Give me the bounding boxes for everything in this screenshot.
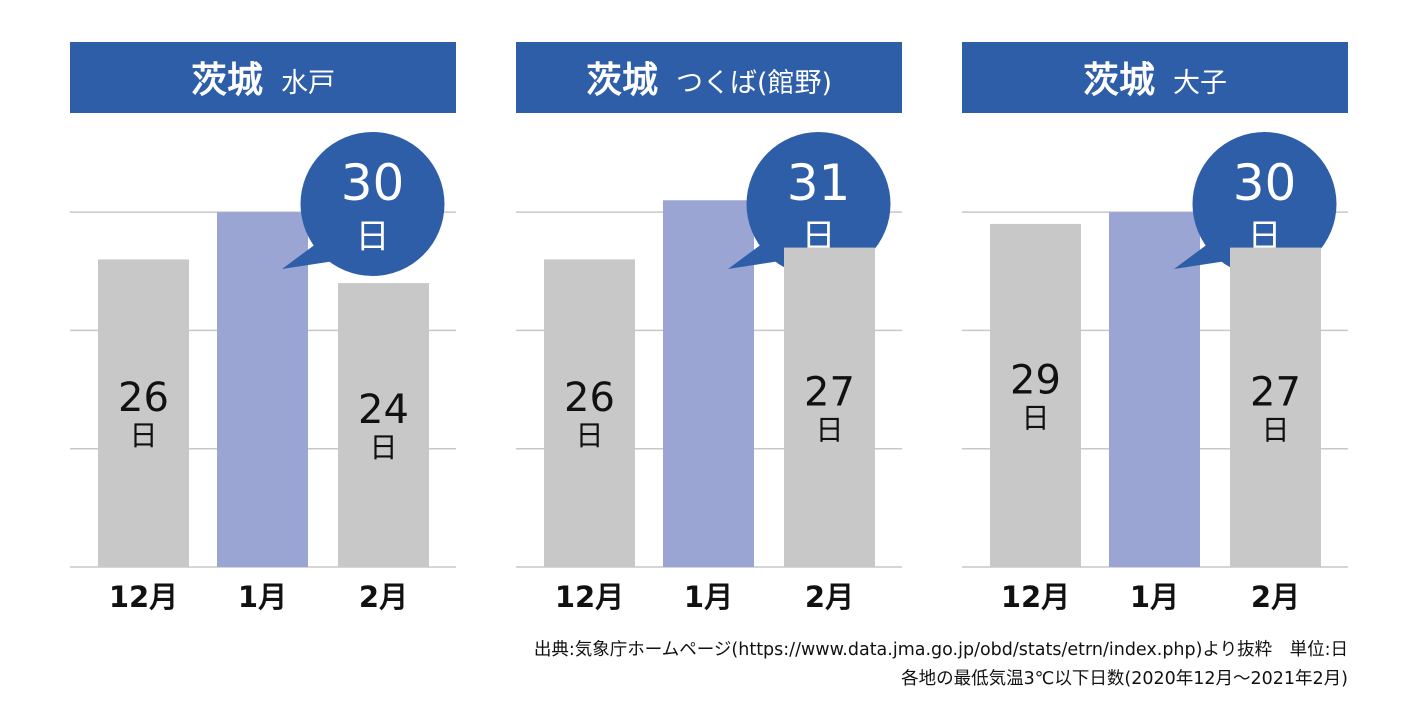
panel-title-prefecture: 茨城	[191, 60, 263, 101]
chart-caption: 各地の最低気温3℃以下日数(2020年12月〜2021年2月)	[901, 669, 1348, 689]
x-tick-label: 1月	[238, 580, 287, 614]
data-label-unit: 日	[575, 419, 603, 452]
panel-title-bar	[70, 42, 456, 113]
x-tick-label: 12月	[1001, 580, 1070, 614]
panel-title: 茨城 つくば(館野)	[586, 60, 832, 101]
data-label: 26	[118, 375, 169, 421]
highlight-bubble	[1192, 132, 1337, 276]
data-label-unit: 日	[369, 431, 397, 464]
bar	[663, 200, 754, 567]
highlight-data-label: 30	[1233, 154, 1297, 212]
bar	[544, 259, 635, 567]
panel-title-location: 水戸	[281, 68, 335, 99]
highlight-bubble	[300, 132, 445, 276]
bar	[98, 259, 189, 567]
highlight-data-label: 31	[787, 154, 851, 212]
highlight-data-label-unit: 日	[356, 217, 390, 257]
panel-title-location: 大子	[1173, 68, 1227, 99]
highlight-data-label: 30	[341, 154, 405, 212]
bar	[338, 283, 429, 567]
bar	[784, 247, 875, 567]
data-label: 26	[564, 375, 615, 421]
data-label-unit: 日	[1021, 401, 1049, 434]
x-tick-label: 12月	[555, 580, 624, 614]
bar	[1230, 247, 1321, 567]
x-tick-label: 1月	[1130, 580, 1179, 614]
data-label-unit: 日	[815, 413, 843, 446]
panel-title-bar	[516, 42, 902, 113]
x-tick-label: 2月	[359, 580, 408, 614]
x-tick-label: 2月	[1251, 580, 1300, 614]
data-label: 24	[358, 387, 409, 433]
highlight-bubble	[746, 132, 891, 276]
panel-title: 茨城 大子	[1083, 60, 1227, 101]
bar	[990, 223, 1081, 567]
panel-title-bar	[962, 42, 1348, 113]
panel-title-prefecture: 茨城	[1083, 60, 1155, 101]
data-label: 29	[1010, 357, 1061, 403]
panel-title: 茨城 水戸	[191, 60, 335, 101]
source-note: 出典:気象庁ホームページ(https://www.data.jma.go.jp/…	[534, 640, 1348, 660]
x-tick-label: 1月	[684, 580, 733, 614]
data-label: 27	[804, 369, 855, 415]
x-tick-label: 2月	[805, 580, 854, 614]
data-label: 27	[1250, 369, 1301, 415]
data-label-unit: 日	[1261, 413, 1289, 446]
data-label-unit: 日	[129, 419, 157, 452]
panel-title-prefecture: 茨城	[586, 60, 658, 101]
x-tick-label: 12月	[109, 580, 178, 614]
panel-title-location: つくば(館野)	[676, 68, 832, 99]
bar	[217, 212, 308, 567]
bar	[1109, 212, 1200, 567]
